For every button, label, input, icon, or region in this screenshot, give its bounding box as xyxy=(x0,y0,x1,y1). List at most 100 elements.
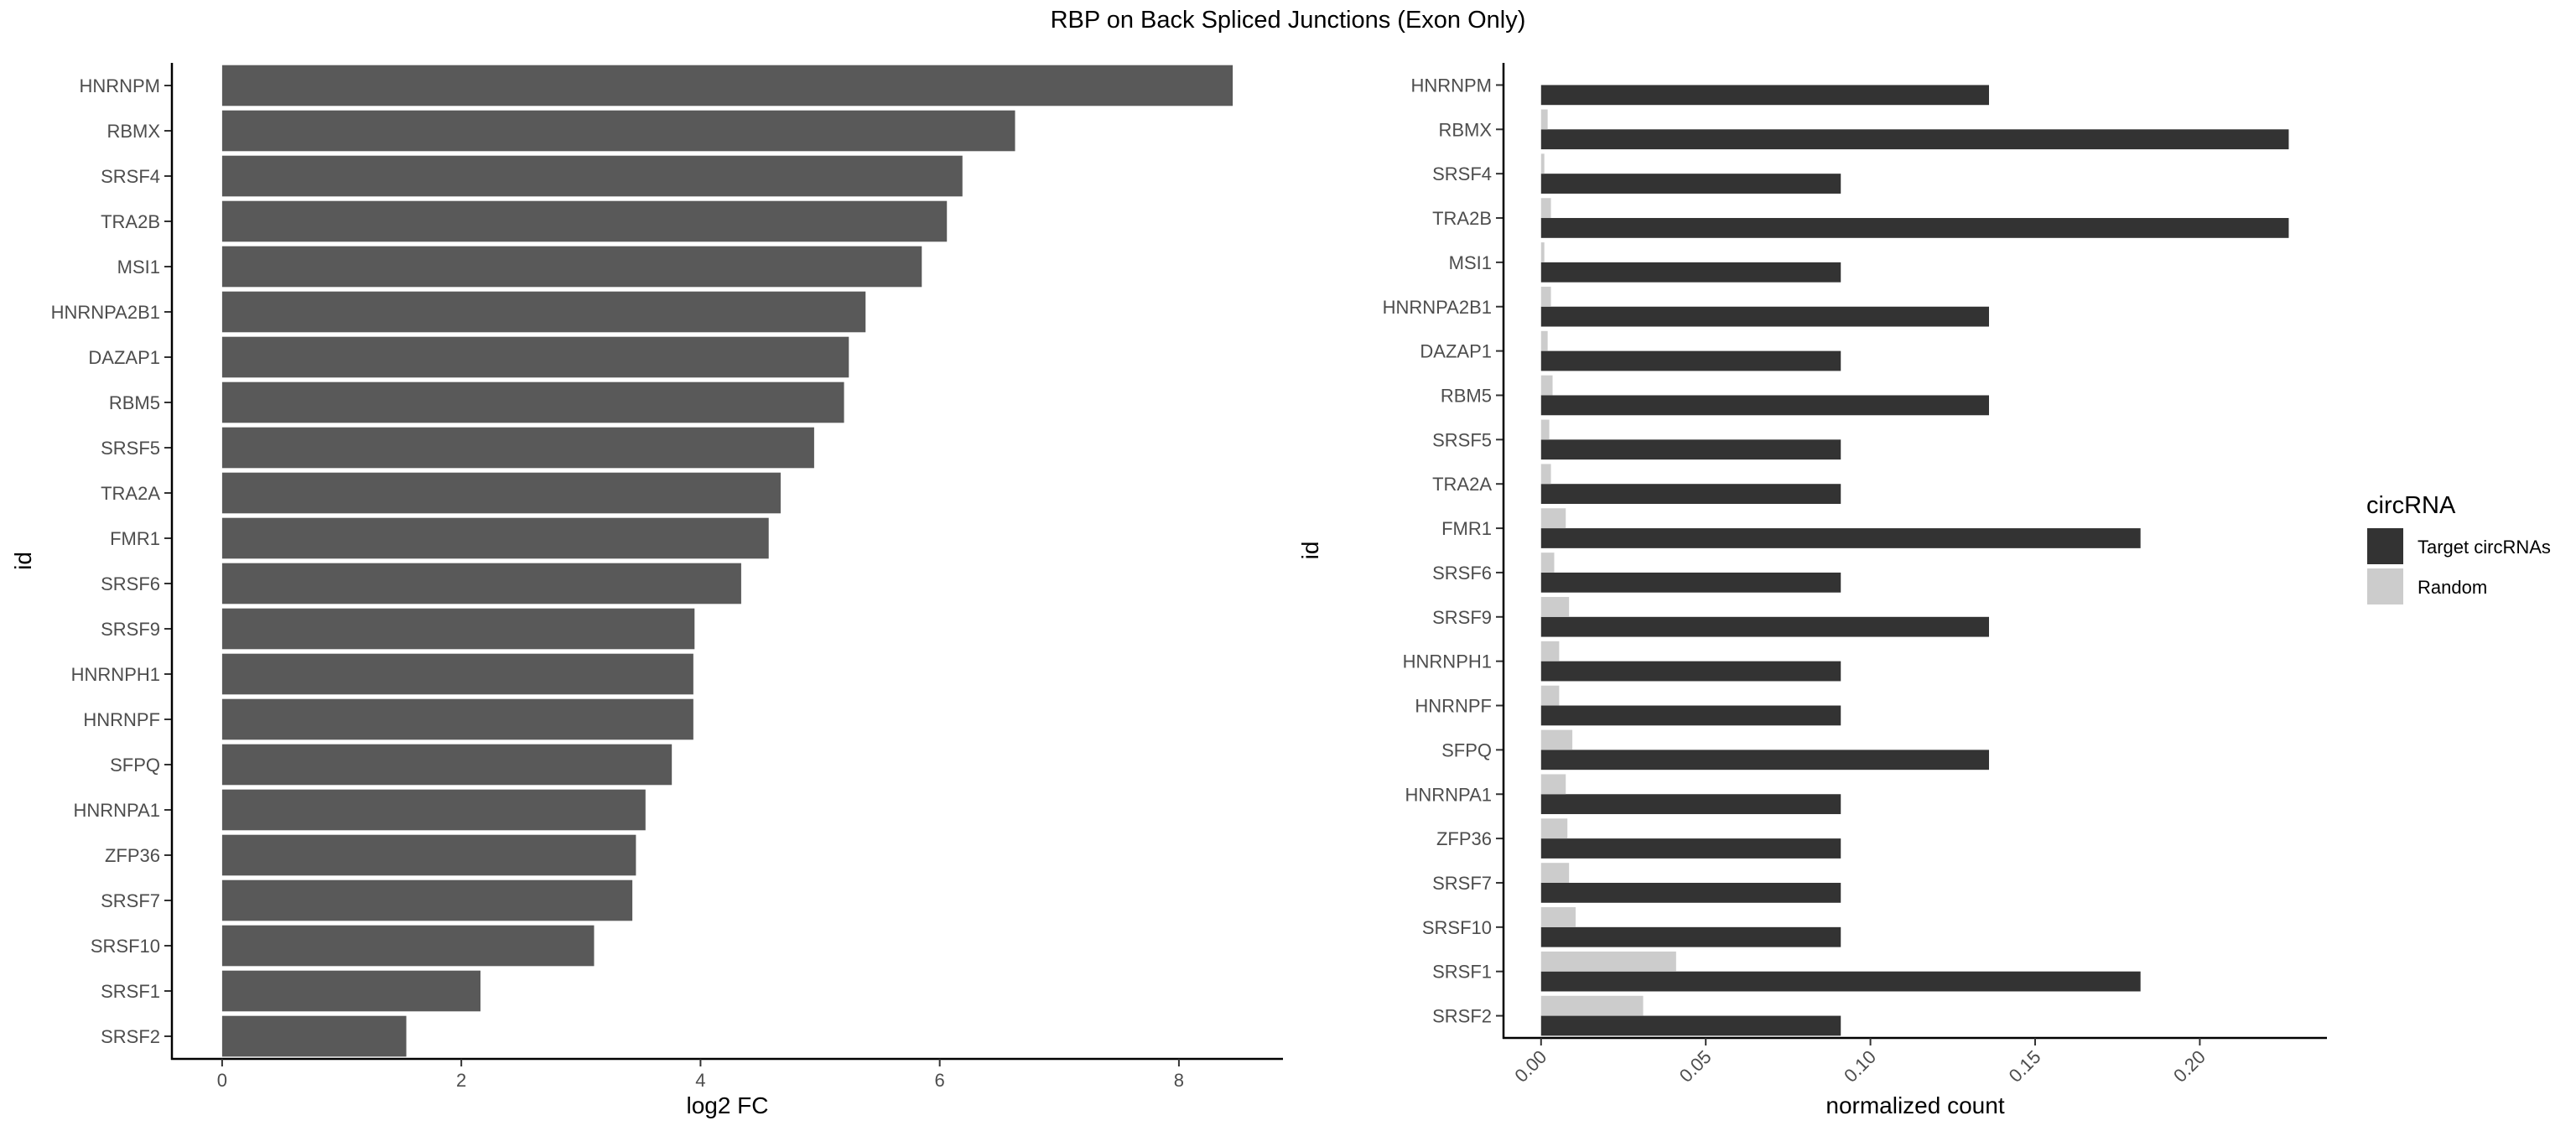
chart-title: RBP on Back Spliced Junctions (Exon Only… xyxy=(1051,7,1526,34)
x-tick-label: 0.00 xyxy=(1510,1046,1550,1087)
y-tick-label: SRSF5 xyxy=(1432,429,1492,450)
bar-random-srsf5 xyxy=(1540,419,1550,440)
legend-title: circRNA xyxy=(2366,492,2456,519)
y-tick-label: DAZAP1 xyxy=(1420,341,1492,362)
bar-target-tra2b xyxy=(1540,218,2289,238)
bar-hnrnpa2b1 xyxy=(221,291,866,333)
bar-target-srsf6 xyxy=(1540,572,1841,593)
bar-random-hnrnpa2b1 xyxy=(1540,286,1551,307)
x-tick-label: 0.20 xyxy=(2169,1046,2210,1087)
x-axis-title: normalized count xyxy=(1826,1092,2004,1118)
bar-random-srsf7 xyxy=(1540,863,1570,883)
bar-random-fmr1 xyxy=(1540,508,1566,529)
bar-srsf10 xyxy=(221,925,595,967)
y-tick-label: RBMX xyxy=(106,121,160,142)
y-tick-label: HNRNPA2B1 xyxy=(51,302,160,323)
bar-random-zfp36 xyxy=(1540,818,1568,839)
bar-target-srsf4 xyxy=(1540,174,1841,194)
bar-target-srsf1 xyxy=(1540,971,2141,992)
bar-random-tra2a xyxy=(1540,464,1551,485)
y-tick-label: HNRNPH1 xyxy=(1403,651,1492,672)
y-tick-label: SRSF2 xyxy=(1432,1006,1492,1027)
y-tick-label: SRSF9 xyxy=(1432,607,1492,628)
x-tick-label: 4 xyxy=(695,1070,705,1091)
x-axis-title: log2 FC xyxy=(686,1092,768,1118)
bar-random-srsf4 xyxy=(1540,153,1545,174)
y-tick-label: SRSF7 xyxy=(101,890,160,911)
bar-target-srsf10 xyxy=(1540,926,1841,947)
bar-target-rbmx xyxy=(1540,129,2289,150)
y-tick-label: HNRNPF xyxy=(1415,696,1492,717)
bar-target-rbm5 xyxy=(1540,395,1989,416)
y-tick-label: HNRNPH1 xyxy=(71,664,160,685)
bar-srsf4 xyxy=(221,155,963,197)
x-tick-label: 0.05 xyxy=(1675,1046,1716,1087)
y-tick-label: SRSF6 xyxy=(1432,563,1492,584)
y-tick-label: TRA2B xyxy=(101,211,160,232)
bar-target-msi1 xyxy=(1540,262,1841,283)
bar-srsf5 xyxy=(221,427,814,469)
y-tick-label: SRSF10 xyxy=(1422,917,1492,938)
y-tick-label: HNRNPM xyxy=(1410,75,1492,96)
y-tick-label: SRSF10 xyxy=(91,936,160,957)
y-tick-label: SRSF1 xyxy=(1432,962,1492,983)
bar-target-hnrnpm xyxy=(1540,85,1989,106)
y-tick-label: HNRNPF xyxy=(83,709,160,730)
bar-target-zfp36 xyxy=(1540,838,1841,859)
bar-tra2b xyxy=(221,200,948,242)
bar-target-hnrnpa1 xyxy=(1540,794,1841,815)
bar-srsf7 xyxy=(221,879,633,921)
y-tick-label: HNRNPM xyxy=(79,75,160,96)
y-tick-label: MSI1 xyxy=(117,257,160,278)
bar-tra2a xyxy=(221,472,781,514)
y-tick-label: MSI1 xyxy=(1449,252,1492,273)
y-tick-label: SFPQ xyxy=(110,755,160,776)
bar-target-hnrnpa2b1 xyxy=(1540,306,1989,327)
y-tick-label: FMR1 xyxy=(110,528,160,549)
y-tick-label: SFPQ xyxy=(1441,739,1492,760)
bar-hnrnpf xyxy=(221,698,693,740)
bar-random-hnrnpf xyxy=(1540,685,1560,706)
bar-hnrnph1 xyxy=(221,653,693,695)
bar-random-srsf6 xyxy=(1540,553,1555,573)
bar-target-dazap1 xyxy=(1540,350,1841,371)
bar-target-sfpq xyxy=(1540,750,1989,770)
y-tick-label: SRSF1 xyxy=(101,981,160,1002)
x-tick-label: 0.15 xyxy=(2005,1046,2045,1087)
bar-random-rbm5 xyxy=(1540,375,1553,396)
bar-srsf1 xyxy=(221,970,480,1012)
bar-target-fmr1 xyxy=(1540,528,2141,548)
bar-target-srsf5 xyxy=(1540,439,1841,460)
bar-dazap1 xyxy=(221,336,849,378)
bar-random-srsf9 xyxy=(1540,597,1570,617)
x-tick-label: 2 xyxy=(456,1070,466,1091)
y-axis-title: id xyxy=(1297,542,1323,560)
y-tick-label: SRSF2 xyxy=(101,1026,160,1047)
y-tick-label: SRSF4 xyxy=(101,166,160,187)
bar-fmr1 xyxy=(221,517,769,559)
bar-msi1 xyxy=(221,246,922,288)
y-tick-label: RBM5 xyxy=(109,392,160,413)
y-tick-label: RBM5 xyxy=(1441,385,1492,406)
bar-random-rbmx xyxy=(1540,109,1548,130)
y-tick-label: SRSF7 xyxy=(1432,873,1492,894)
y-tick-label: TRA2B xyxy=(1432,208,1492,229)
bar-target-hnrnpf xyxy=(1540,705,1841,726)
bar-hnrnpm xyxy=(221,65,1233,106)
bar-target-tra2a xyxy=(1540,484,1841,504)
y-tick-label: HNRNPA2B1 xyxy=(1383,297,1492,318)
bar-target-srsf7 xyxy=(1540,882,1841,903)
y-tick-label: TRA2A xyxy=(1432,474,1492,495)
bar-random-dazap1 xyxy=(1540,330,1548,351)
x-tick-label: 0 xyxy=(217,1070,227,1091)
x-tick-label: 6 xyxy=(935,1070,945,1091)
panel-log2fc: HNRNPM RBMX SRSF4 TRA2B MSI1 HNRNPA2B1 DAZAP1 R… xyxy=(10,63,1283,1118)
x-tick-label: 0.10 xyxy=(1840,1046,1880,1087)
bar-random-msi1 xyxy=(1540,242,1545,262)
legend-key-random xyxy=(2367,568,2403,604)
y-tick-label: SRSF4 xyxy=(1432,163,1492,184)
bar-target-hnrnph1 xyxy=(1540,661,1841,682)
bar-srsf2 xyxy=(221,1015,407,1057)
bar-sfpq xyxy=(221,744,673,786)
